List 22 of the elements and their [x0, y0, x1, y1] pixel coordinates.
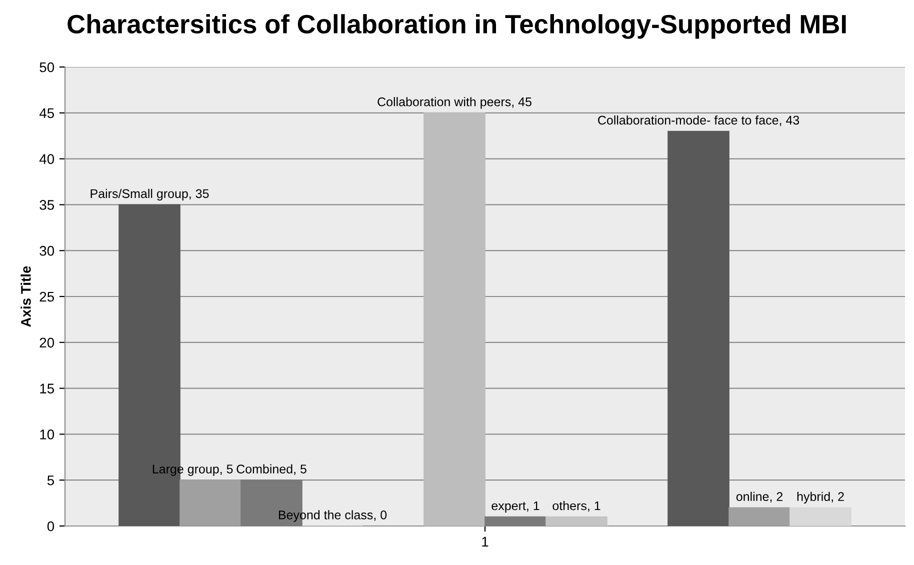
data-label: Pairs/Small group, 35: [90, 188, 209, 201]
y-tick-label: 45: [39, 108, 54, 118]
data-label: online, 2: [736, 492, 783, 502]
data-label: Collaboration with peers, 45: [378, 97, 532, 109]
y-tick-label: 5: [47, 476, 54, 486]
chart-title: Charactersitics of Collaboration in Technology-Supported MBI: [68, 14, 846, 39]
data-label: expert, 1: [492, 501, 540, 513]
y-tick-label: 40: [39, 154, 54, 164]
y-tick-label: 15: [40, 384, 54, 394]
y-tick-label: 25: [40, 292, 54, 302]
data-label: Collaboration-mode- face to face, 43: [598, 115, 800, 126]
y-tick-label: 35: [40, 200, 54, 210]
x-tick-label: 1: [482, 536, 488, 546]
y-tick-label: 10: [40, 430, 54, 440]
data-label: others, 1: [552, 501, 600, 512]
y-tick-label: 30: [40, 246, 54, 256]
y-axis-title: Axis Title: [20, 266, 31, 327]
y-tick-label: 20: [40, 338, 54, 348]
y-tick-label: 0: [47, 521, 54, 532]
data-label: Combined, 5: [236, 464, 306, 475]
y-tick-label: 50: [40, 62, 54, 72]
data-label: hybrid, 2: [797, 492, 844, 504]
